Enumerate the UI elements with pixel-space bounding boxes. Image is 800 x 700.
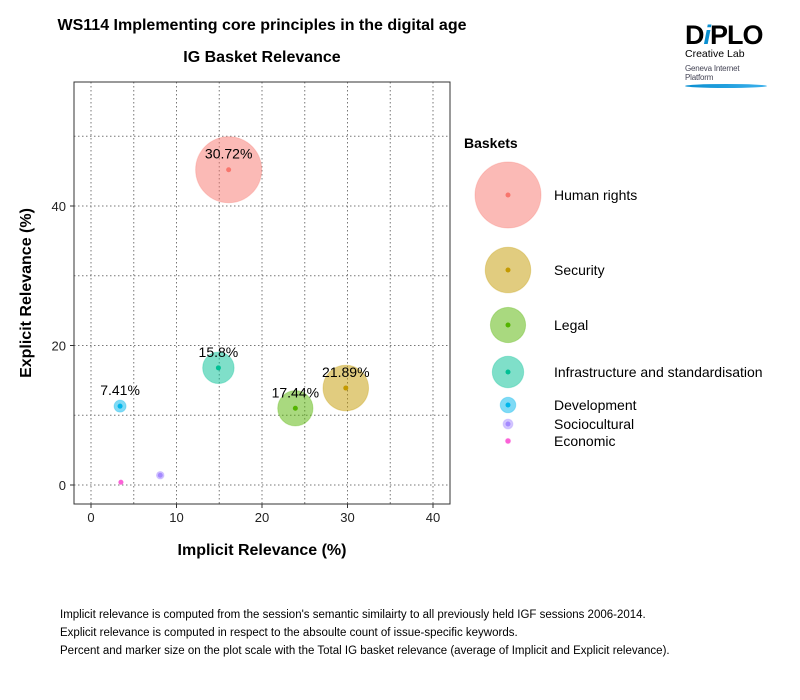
legend-label-legal: Legal	[554, 317, 588, 333]
bubble-center-infrastructure-and-standardisation	[215, 365, 221, 371]
bubble-center-sociocultural	[157, 472, 163, 478]
legend-key-center-infrastructure-and-standardisation	[505, 369, 511, 375]
x-tick-label: 0	[87, 510, 94, 525]
x-tick-label: 40	[426, 510, 440, 525]
legend-key-center-legal	[505, 322, 511, 328]
y-axis-title: Explicit Relevance (%)	[18, 208, 35, 378]
grid	[74, 82, 450, 504]
x-tick-label: 20	[255, 510, 269, 525]
bubble-center-legal	[292, 405, 298, 411]
logo-brand: DiPLO	[685, 20, 767, 50]
logo-creative-lab: Creative Lab	[685, 48, 745, 60]
legend-key-center-sociocultural	[505, 421, 511, 427]
legend: Human rights Security Legal Infrastructure …	[474, 161, 763, 449]
data-labels: 30.72% 21.89%17.44% 15.8% 7.41%	[100, 146, 369, 401]
x-axis: 0 10 20 30 40	[87, 504, 440, 525]
logo-brand-d: D	[685, 20, 704, 50]
x-tick-label: 30	[340, 510, 354, 525]
note-size: Percent and marker size on the plot scal…	[60, 645, 670, 657]
data-label-human-rights: 30.72%	[205, 146, 252, 162]
bubbles	[113, 136, 370, 485]
note-implicit: Implicit relevance is computed from the …	[60, 609, 646, 621]
legend-key-center-development	[505, 402, 511, 408]
bubble-center-security	[343, 385, 349, 391]
legend-label-infrastructure-and-standardisation: Infrastructure and standardisation	[554, 364, 763, 380]
data-label-infrastructure-and-standardisation: 15.8%	[199, 344, 239, 360]
legend-key-center-economic	[505, 438, 511, 444]
y-tick-label: 20	[52, 339, 66, 354]
data-label-security: 21.89%	[322, 364, 369, 380]
logo-geneva-internet-platform: Geneva Internet Platform	[685, 64, 740, 82]
x-axis-title: Implicit Relevance (%)	[178, 542, 347, 559]
bubble-center-development	[117, 403, 123, 409]
legend-label-human-rights: Human rights	[554, 187, 637, 203]
chart-title: WS114 Implementing core principles in th…	[58, 17, 467, 34]
legend-label-sociocultural: Sociocultural	[554, 416, 634, 432]
x-tick-label: 10	[169, 510, 183, 525]
note-explicit: Explicit relevance is computed in respec…	[60, 627, 518, 639]
data-label-development: 7.41%	[100, 382, 140, 398]
y-tick-label: 0	[59, 478, 66, 493]
chart-subtitle: IG Basket Relevance	[183, 49, 341, 66]
logo-brand-plo: PLO	[710, 20, 764, 50]
legend-label-development: Development	[554, 397, 637, 413]
bubble-center-economic	[118, 479, 124, 485]
diplo-logo: DiPLO Creative Lab Geneva Internet Platf…	[685, 22, 767, 88]
y-tick-label: 40	[52, 199, 66, 214]
legend-title: Baskets	[464, 135, 518, 151]
legend-key-center-security	[505, 267, 511, 273]
data-label-legal: 17.44%	[272, 384, 319, 400]
legend-label-security: Security	[554, 262, 605, 278]
legend-label-economic: Economic	[554, 433, 615, 449]
bubble-center-human-rights	[226, 167, 232, 173]
y-axis: 0 20 40	[52, 199, 74, 493]
logo-wave	[685, 84, 767, 88]
plot-border	[73, 81, 451, 505]
logo-brand-i: i	[703, 20, 711, 50]
legend-key-center-human-rights	[505, 192, 511, 198]
